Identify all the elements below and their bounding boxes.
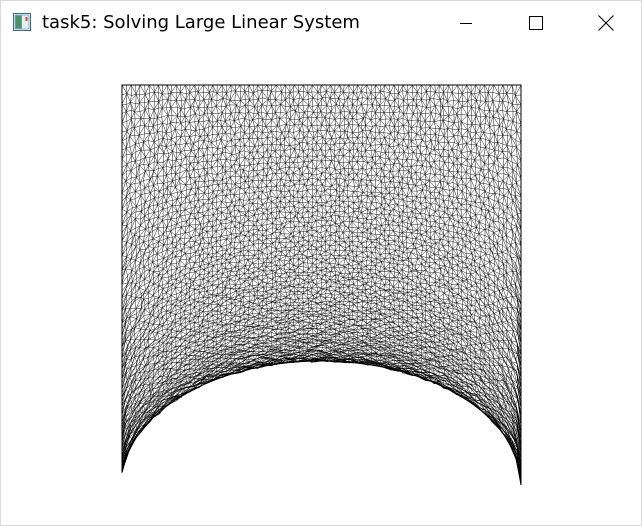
maximize-button[interactable] [501, 1, 571, 45]
mesh-boundary [121, 84, 522, 486]
minimize-button[interactable] [431, 1, 501, 45]
render-viewport[interactable] [1, 45, 641, 525]
mesh-edges [121, 84, 522, 486]
title-bar[interactable]: task5: Solving Large Linear System [1, 1, 641, 45]
minimize-icon [460, 23, 472, 24]
close-button[interactable] [571, 1, 641, 45]
window-title: task5: Solving Large Linear System [42, 12, 360, 33]
maximize-icon [529, 16, 543, 30]
triangle-mesh [121, 84, 522, 486]
close-icon [598, 15, 614, 31]
app-window-icon [13, 13, 31, 31]
